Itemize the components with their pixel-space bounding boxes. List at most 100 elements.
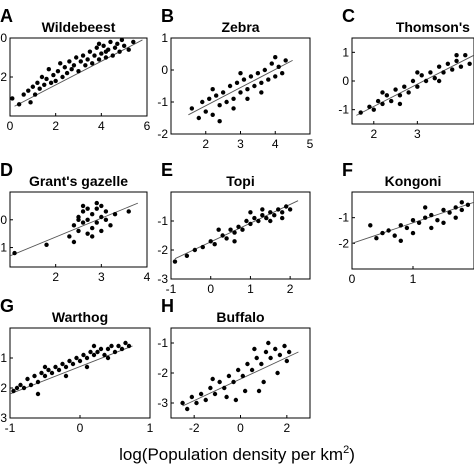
data-point bbox=[115, 41, 120, 47]
data-point bbox=[254, 355, 259, 361]
data-point bbox=[77, 358, 83, 364]
data-point bbox=[30, 84, 36, 89]
data-point bbox=[99, 51, 104, 56]
data-point bbox=[56, 367, 62, 373]
data-point bbox=[435, 218, 440, 223]
data-point bbox=[226, 373, 232, 379]
x-tick-label: 2 bbox=[370, 127, 377, 141]
data-point bbox=[126, 343, 132, 349]
data-point bbox=[259, 80, 264, 86]
panel-label: C bbox=[342, 6, 355, 26]
panel-title: Thomson's ga bbox=[396, 19, 474, 35]
y-tick-label: 0 bbox=[0, 31, 7, 45]
data-point bbox=[244, 218, 249, 224]
data-point bbox=[272, 213, 277, 218]
x-tick-label: 4 bbox=[272, 137, 279, 151]
data-point bbox=[276, 64, 281, 70]
y-tick-label: 0 bbox=[161, 63, 168, 77]
data-point bbox=[96, 57, 102, 62]
data-point bbox=[83, 63, 88, 68]
data-point bbox=[397, 101, 403, 107]
axes-box bbox=[170, 327, 311, 419]
data-point bbox=[266, 340, 271, 346]
data-point bbox=[454, 53, 459, 58]
data-point bbox=[269, 61, 274, 66]
data-point bbox=[32, 373, 37, 379]
data-point bbox=[103, 217, 109, 222]
data-point bbox=[227, 83, 233, 89]
data-point bbox=[42, 364, 48, 370]
data-point bbox=[58, 61, 63, 66]
y-tick-label: -1 bbox=[338, 103, 349, 117]
data-point bbox=[119, 346, 125, 352]
data-point bbox=[32, 92, 38, 97]
axes-box bbox=[9, 191, 148, 268]
data-point bbox=[185, 406, 190, 412]
data-point bbox=[35, 80, 40, 86]
data-point bbox=[35, 391, 41, 397]
axes-box bbox=[351, 191, 474, 270]
panel-label: A bbox=[0, 6, 13, 26]
data-point bbox=[196, 115, 201, 121]
data-point bbox=[397, 93, 403, 98]
y-tick-label: 1 bbox=[342, 45, 349, 59]
data-point bbox=[268, 210, 273, 215]
plot-area bbox=[10, 38, 143, 107]
data-point bbox=[404, 225, 410, 231]
data-point bbox=[256, 218, 261, 224]
data-point bbox=[282, 343, 287, 349]
data-point bbox=[95, 349, 100, 355]
data-point bbox=[216, 227, 221, 232]
data-point bbox=[222, 385, 227, 391]
data-point bbox=[375, 98, 381, 104]
x-tick-label: 2 bbox=[52, 270, 59, 284]
data-point bbox=[90, 225, 95, 231]
data-point bbox=[280, 71, 285, 76]
x-tick-label: 0 bbox=[7, 119, 14, 133]
x-tick-label: 1 bbox=[247, 282, 254, 296]
plot-area bbox=[352, 200, 474, 244]
y-tick-label: -1 bbox=[157, 95, 168, 109]
panel-c: C Thomson's ga 2 3 1 0 -1 bbox=[338, 6, 474, 141]
x-axis-label-superscript: 2 bbox=[343, 444, 349, 456]
data-point bbox=[12, 250, 17, 256]
data-point bbox=[287, 207, 293, 212]
data-point bbox=[232, 230, 237, 235]
data-point bbox=[44, 242, 49, 247]
y-tick-label: -3 bbox=[157, 272, 168, 286]
data-point bbox=[80, 220, 86, 225]
regression-line bbox=[182, 351, 299, 407]
panel-d: D Grant's gazelle 2 3 4 0 -1 bbox=[0, 160, 151, 284]
plot-area bbox=[172, 200, 299, 264]
panel-title: Warthog bbox=[52, 309, 108, 325]
data-point bbox=[51, 72, 56, 78]
data-point bbox=[389, 98, 394, 104]
data-point bbox=[423, 215, 428, 220]
data-point bbox=[231, 379, 236, 385]
y-tick-label: -2 bbox=[157, 127, 168, 141]
data-point bbox=[248, 221, 253, 227]
data-point bbox=[212, 391, 218, 397]
data-point bbox=[273, 346, 278, 352]
y-tick-label: -1 bbox=[157, 214, 168, 228]
data-point bbox=[231, 96, 236, 102]
data-point bbox=[273, 74, 278, 79]
x-tick-label: 6 bbox=[144, 119, 151, 133]
data-point bbox=[210, 112, 215, 118]
data-point bbox=[200, 99, 205, 105]
data-point bbox=[203, 397, 208, 403]
data-point bbox=[105, 355, 111, 361]
data-point bbox=[16, 102, 22, 107]
regression-line bbox=[356, 54, 474, 116]
data-point bbox=[220, 90, 226, 95]
data-point bbox=[94, 45, 99, 50]
data-point bbox=[67, 234, 72, 239]
data-point bbox=[268, 218, 273, 224]
data-point bbox=[384, 93, 390, 98]
data-point bbox=[380, 230, 385, 236]
data-point bbox=[406, 90, 411, 95]
data-point bbox=[423, 78, 429, 84]
data-point bbox=[416, 220, 422, 225]
data-point bbox=[94, 220, 99, 225]
data-point bbox=[231, 106, 236, 111]
